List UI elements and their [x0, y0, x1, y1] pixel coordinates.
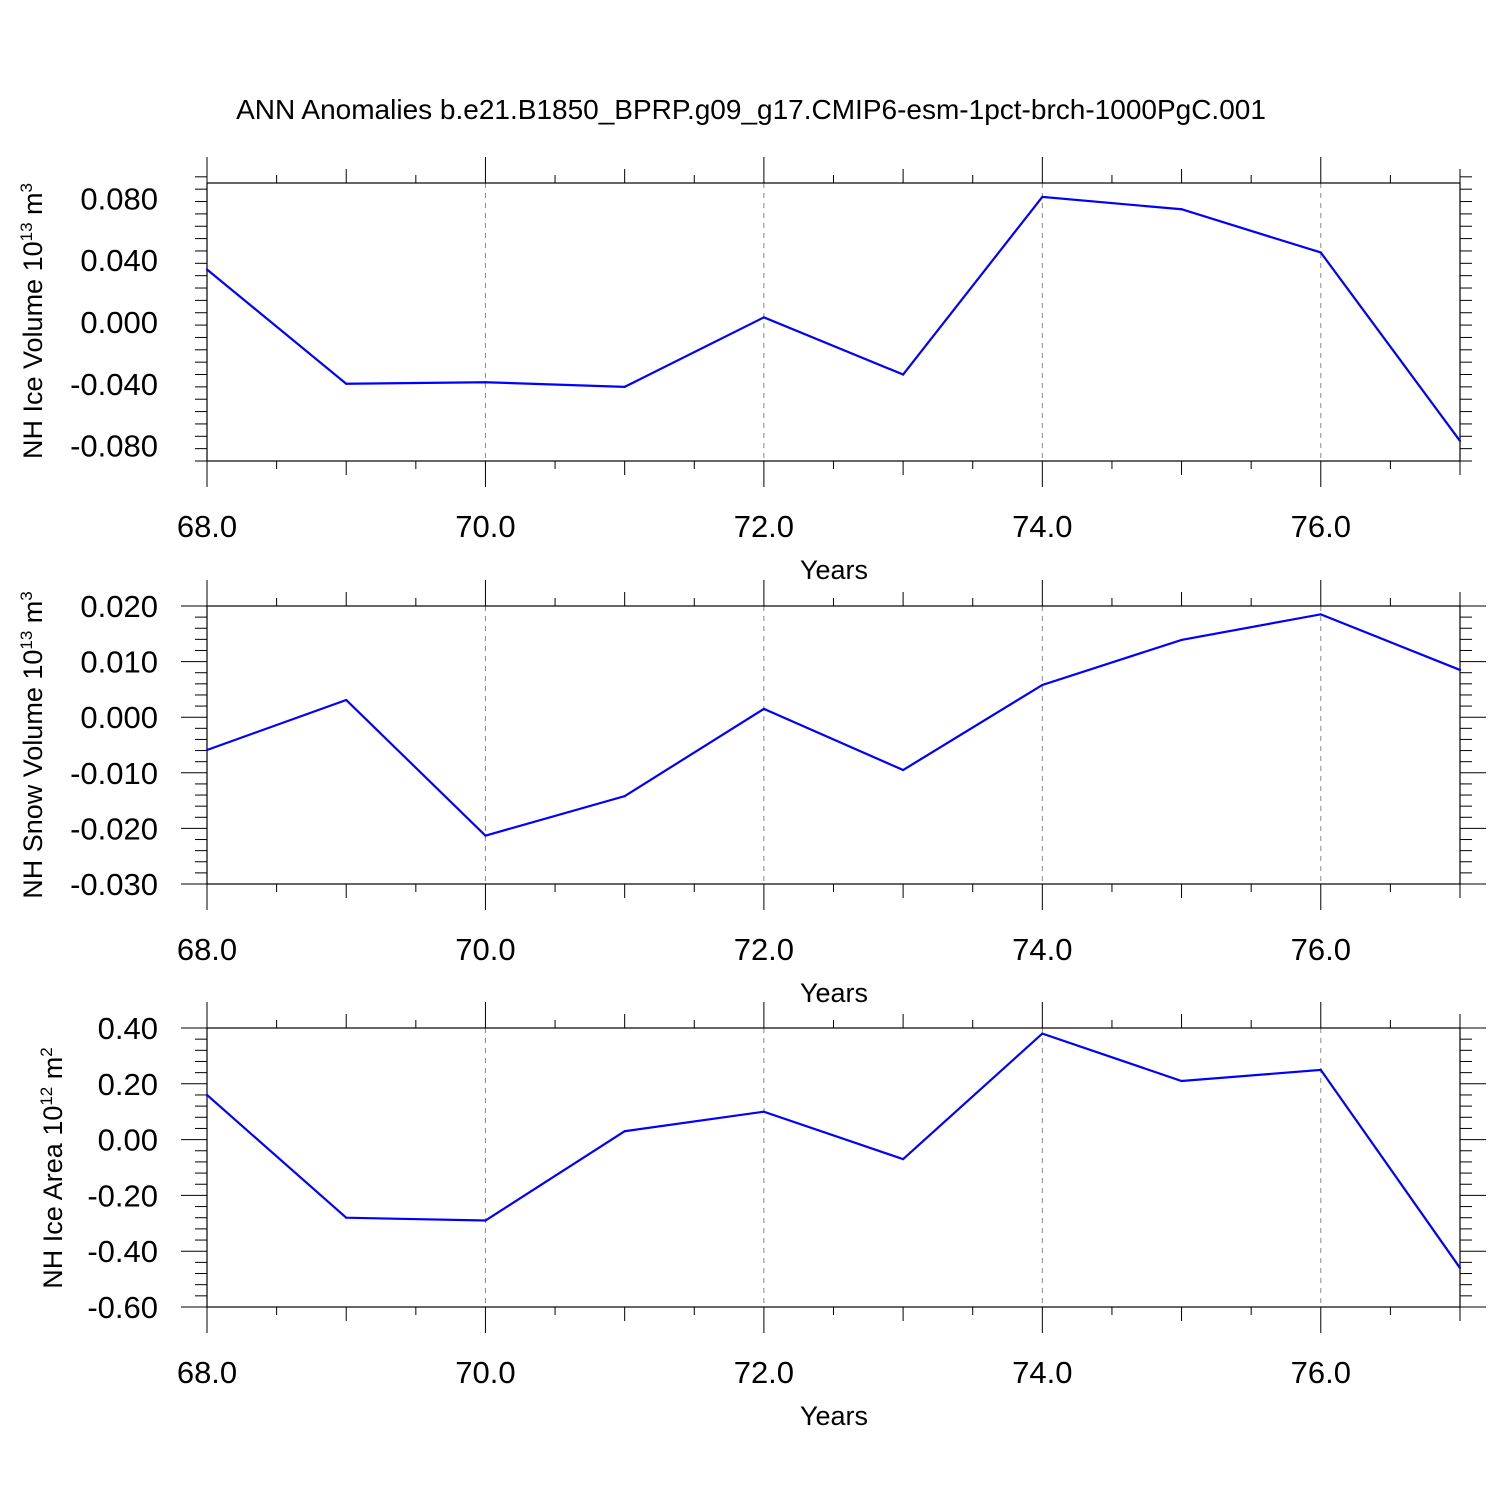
- data-point: [205, 268, 209, 271]
- plot-frame: [206, 182, 1461, 462]
- x-axis-title: Years: [800, 555, 868, 585]
- x-axis-title: Years: [800, 1401, 868, 1431]
- x-tick-label: 72.0: [734, 509, 794, 544]
- data-point: [1458, 668, 1462, 672]
- y-tick-label: 0.020: [80, 589, 158, 624]
- data-point: [902, 768, 905, 772]
- data-point: [623, 385, 626, 388]
- x-tick-label: 70.0: [455, 509, 515, 544]
- y-axis-title: NH Ice Area 1012 m2: [37, 1047, 68, 1288]
- x-tick-label: 76.0: [1291, 509, 1351, 544]
- data-point: [1041, 1032, 1044, 1035]
- chart-panel-1: 68.0 70.0 72.0 74.0 76.0 -0.080 -0.040 0.000 0.0…: [17, 157, 1472, 585]
- data-point: [345, 1216, 348, 1219]
- data-point: [1458, 1266, 1462, 1270]
- data-point: [762, 316, 765, 319]
- x-tick-label: 68.0: [177, 932, 237, 967]
- data-point: [205, 748, 209, 752]
- x-tick-label: 72.0: [734, 1355, 794, 1390]
- y-tick-label: 0.010: [80, 645, 158, 680]
- y-axis-title-superscript: 2: [37, 1047, 56, 1056]
- data-point: [345, 698, 348, 702]
- y-tick-label: 0.00: [98, 1123, 158, 1158]
- y-axis-title-text: NH Ice Volume 10: [18, 241, 48, 459]
- chart-panel-2: 68.0 70.0 72.0 74.0 76.0 -0.030 -0.020 -0.010 0.…: [17, 580, 1486, 1008]
- figure-title: ANN Anomalies b.e21.B1850_BPRP.g09_g17.C…: [236, 94, 1266, 125]
- plot-frame: [206, 1027, 1461, 1308]
- series-line: [206, 613, 1461, 837]
- chart-panel-3: 68.0 70.0 72.0 74.0 76.0 -0.60 -0.40 -0.20 0.00 0…: [37, 1002, 1486, 1431]
- data-point: [205, 1093, 209, 1097]
- x-tick-label: 70.0: [455, 1355, 515, 1390]
- data-point: [484, 1219, 487, 1222]
- y-axis-title-superscript: 13: [17, 631, 36, 650]
- y-tick-label: -0.20: [87, 1178, 158, 1213]
- data-point: [1319, 1068, 1322, 1071]
- series-line: [206, 195, 1461, 442]
- data-point: [1319, 613, 1322, 616]
- y-tick-label: -0.080: [70, 429, 158, 464]
- series-line: [206, 1032, 1461, 1269]
- x-tick-label: 74.0: [1012, 1355, 1072, 1390]
- data-point: [762, 1110, 765, 1113]
- x-tick-label: 68.0: [177, 1355, 237, 1390]
- data-point: [623, 1130, 626, 1133]
- data-point: [1319, 251, 1322, 254]
- y-tick-label: -0.40: [87, 1234, 158, 1269]
- y-tick-label: -0.040: [70, 367, 158, 402]
- data-point: [345, 382, 348, 385]
- x-tick-label: 76.0: [1291, 1355, 1351, 1390]
- y-tick-label: 0.040: [80, 243, 158, 278]
- y-tick-label: 0.20: [98, 1067, 158, 1102]
- y-tick-label: -0.60: [87, 1290, 158, 1325]
- y-axis-title-superscript: 12: [37, 1087, 56, 1106]
- data-point: [1458, 439, 1462, 443]
- x-tick-label: 74.0: [1012, 509, 1072, 544]
- x-tick-label: 74.0: [1012, 932, 1072, 967]
- x-tick-label: 72.0: [734, 932, 794, 967]
- x-tick-label: 68.0: [177, 509, 237, 544]
- y-axis-title-superscript: 3: [17, 591, 36, 600]
- y-axis-title-text: m: [38, 1057, 68, 1087]
- data-point: [762, 707, 765, 710]
- y-axis-title-text: m: [18, 601, 48, 631]
- data-point: [623, 795, 626, 798]
- y-axis-title-superscript: 3: [17, 183, 36, 192]
- data-point: [1180, 638, 1183, 642]
- data-point: [1180, 1079, 1183, 1083]
- y-tick-label: -0.020: [70, 811, 158, 846]
- y-tick-label: -0.010: [70, 756, 158, 791]
- data-point: [484, 834, 487, 837]
- panels: 68.0 70.0 72.0 74.0 76.0 -0.080 -0.040 0.000 0.0…: [17, 157, 1486, 1431]
- y-tick-label: 0.40: [98, 1011, 158, 1046]
- y-tick-label: 0.000: [80, 305, 158, 340]
- plot-frame: [206, 605, 1461, 885]
- y-axis-title-text: NH Ice Area 10: [38, 1106, 68, 1289]
- data-point: [484, 381, 487, 384]
- x-tick-label: 70.0: [455, 932, 515, 967]
- y-tick-label: 0.080: [80, 181, 158, 216]
- y-tick-label: 0.000: [80, 700, 158, 735]
- y-axis-title-superscript: 13: [17, 222, 36, 241]
- data-point: [902, 1158, 905, 1161]
- y-axis-title-text: NH Snow Volume 10: [18, 650, 48, 899]
- data-point: [1041, 683, 1044, 687]
- data-point: [1041, 195, 1044, 198]
- data-point: [902, 373, 905, 376]
- data-point: [1180, 208, 1183, 211]
- x-tick-label: 76.0: [1291, 932, 1351, 967]
- y-axis-title: NH Snow Volume 1013 m3: [17, 591, 48, 899]
- y-tick-label: -0.030: [70, 867, 158, 902]
- x-axis-title: Years: [800, 978, 868, 1008]
- y-axis-title: NH Ice Volume 1013 m3: [17, 183, 48, 459]
- y-axis-title-text: m: [18, 192, 48, 222]
